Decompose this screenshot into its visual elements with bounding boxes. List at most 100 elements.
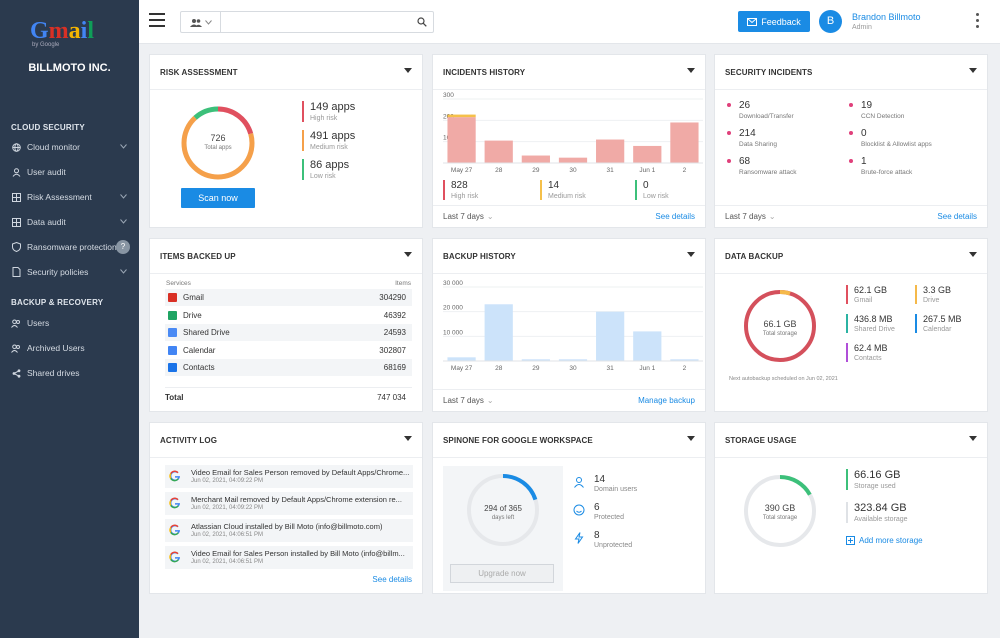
log-timestamp: Jun 02, 2021, 04:06:51 PM — [191, 532, 264, 538]
see-details-link[interactable]: See details — [937, 212, 977, 221]
card-title: BACKUP HISTORY — [433, 239, 705, 274]
search-filter-dropdown[interactable] — [181, 12, 221, 32]
card-menu-caret-icon[interactable] — [969, 252, 977, 257]
gmail-icon — [168, 293, 177, 302]
days-left-ring — [467, 474, 539, 546]
list-item[interactable]: Atlassian Cloud installed by Bill Moto (… — [165, 519, 413, 542]
log-timestamp: Jun 02, 2021, 04:06:51 PM — [191, 559, 264, 565]
sidebar-item-label: Risk Assessment — [27, 192, 92, 202]
chevron-down-icon — [120, 192, 127, 201]
sidebar-item-risk-assessment[interactable]: Risk Assessment — [0, 187, 139, 207]
bar-value — [447, 357, 476, 361]
spinone-stat-protected: 6 Protected — [573, 502, 624, 521]
more-options-icon[interactable] — [975, 13, 981, 29]
days-left-arc — [467, 474, 539, 546]
spinone-stat-domain-users: 14 Domain users — [573, 474, 637, 493]
security-incident-item[interactable]: 1 Brute-force attack — [849, 156, 912, 176]
card-menu-caret-icon[interactable] — [404, 252, 412, 257]
card-title: DATA BACKUP — [715, 239, 987, 274]
card-title: SPINONE FOR GOOGLE WORKSPACE — [433, 423, 705, 458]
google-icon — [169, 497, 181, 509]
sidebar-item-shared-drives[interactable]: Shared drives — [0, 363, 139, 383]
search-input[interactable] — [222, 12, 412, 32]
bullet-dot — [727, 103, 731, 107]
sidebar-item-cloud-monitor[interactable]: Cloud monitor — [0, 137, 139, 157]
scan-now-button[interactable]: Scan now — [181, 188, 255, 208]
security-incident-item[interactable]: 214 Data Sharing — [727, 128, 777, 148]
logo-subtitle: by Google — [32, 42, 60, 48]
see-details-link[interactable]: See details — [655, 212, 695, 221]
card-menu-caret-icon[interactable] — [969, 68, 977, 73]
bar-high-risk — [521, 155, 550, 163]
add-icon — [846, 536, 855, 545]
bar-value — [558, 359, 588, 361]
bar-high-risk — [484, 140, 513, 163]
gmail-logo-icon: Gmail — [30, 18, 94, 44]
sidebar-item-label: Ransomware protection — [27, 242, 117, 252]
sidebar-item-label: Cloud monitor — [27, 142, 80, 152]
user-outline-icon — [573, 476, 585, 488]
period-dropdown[interactable]: Last 7 days ⌄ — [443, 212, 494, 221]
bar-value — [596, 311, 625, 361]
sidebar-item-ransomware-protection[interactable]: Ransomware protection? — [0, 237, 139, 257]
card-menu-caret-icon[interactable] — [687, 252, 695, 257]
card-menu-caret-icon[interactable] — [969, 436, 977, 441]
see-details-link[interactable]: See details — [372, 575, 412, 584]
add-more-storage-link[interactable]: Add more storage — [846, 536, 923, 545]
data-backup-stat-drive: 3.3 GB Drive — [915, 285, 951, 304]
user-icon — [11, 167, 21, 177]
user-name[interactable]: Brandon Billmoto — [852, 12, 921, 22]
sidebar-item-users[interactable]: Users — [0, 313, 139, 333]
company-name: BILLMOTO INC. — [28, 62, 111, 74]
security-incident-item[interactable]: 19 CCN Detection — [849, 100, 904, 120]
sidebar-item-data-audit[interactable]: Data audit — [0, 212, 139, 232]
users-filter-icon — [189, 18, 202, 27]
sidebar-item-archived-users[interactable]: Archived Users — [0, 338, 139, 358]
manage-backup-link[interactable]: Manage backup — [638, 396, 695, 405]
backup-history-chart: 10 000 20 000 30 000 May 27 28 29 30 31 Jun 1 2 — [443, 280, 703, 372]
x-tick-label: Jun 1 — [639, 365, 655, 372]
col-services: Services — [166, 280, 191, 287]
table-row: Calendar 302807 — [165, 342, 412, 359]
card-menu-caret-icon[interactable] — [687, 436, 695, 441]
security-incident-item[interactable]: 0 Blocklist & Allowlist apps — [849, 128, 932, 148]
sidebar-item-user-audit[interactable]: User audit — [0, 162, 139, 182]
gmail-logo: Gmail by Google — [28, 14, 110, 54]
card-footer: Last 7 days ⌄ See details — [433, 205, 705, 227]
activity-log-card: ACTIVITY LOG Video Email for Sales Perso… — [149, 422, 423, 594]
card-menu-caret-icon[interactable] — [404, 68, 412, 73]
security-incident-item[interactable]: 26 Download/Transfer — [727, 100, 794, 120]
menu-icon[interactable] — [149, 13, 165, 29]
list-item[interactable]: Video Email for Sales Person installed b… — [165, 546, 413, 569]
bar-medium-risk — [447, 114, 476, 118]
mail-icon — [747, 17, 758, 26]
list-item[interactable]: Video Email for Sales Person removed by … — [165, 465, 413, 488]
chevron-down-icon — [120, 142, 127, 151]
search-icon[interactable] — [417, 17, 427, 27]
period-dropdown[interactable]: Last 7 days ⌄ — [443, 396, 494, 405]
risk-donut-chart — [181, 106, 255, 180]
security-incident-item[interactable]: 68 Ransomware attack — [727, 156, 796, 176]
avatar[interactable]: B — [819, 10, 842, 33]
help-badge[interactable]: ? — [116, 240, 130, 254]
log-text: Atlassian Cloud installed by Bill Moto (… — [191, 522, 383, 531]
card-menu-caret-icon[interactable] — [404, 436, 412, 441]
card-title: STORAGE USAGE — [715, 423, 987, 458]
share-icon — [11, 368, 21, 378]
data-backup-donut — [744, 289, 816, 362]
spinone-card: SPINONE FOR GOOGLE WORKSPACE 294 of 365 d… — [432, 422, 706, 594]
backup-history-card: BACKUP HISTORY 10 000 20 000 30 000 May 27 2… — [432, 238, 706, 412]
x-tick-label: 31 — [607, 167, 615, 174]
period-dropdown[interactable]: Last 7 days ⌄ — [725, 212, 776, 221]
x-tick-label: 2 — [683, 167, 687, 174]
card-menu-caret-icon[interactable] — [687, 68, 695, 73]
sidebar-item-security-policies[interactable]: Security policies — [0, 262, 139, 282]
feedback-button[interactable]: Feedback — [738, 11, 810, 32]
svg-text:Gmail: Gmail — [30, 18, 94, 44]
table-row: Gmail 304290 — [165, 289, 412, 306]
risk-assessment-card: RISK ASSESSMENT 726 Total apps Scan now 1… — [149, 54, 423, 228]
sidebar-item-label: User audit — [27, 167, 66, 177]
list-item[interactable]: Merchant Mail removed by Default Apps/Ch… — [165, 492, 413, 515]
x-tick-label: May 27 — [451, 365, 473, 372]
upgrade-now-button[interactable]: Upgrade now — [450, 564, 554, 583]
